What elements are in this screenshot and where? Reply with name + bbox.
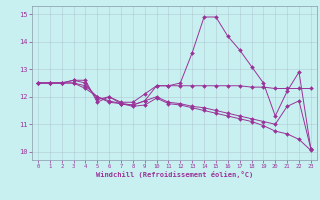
X-axis label: Windchill (Refroidissement éolien,°C): Windchill (Refroidissement éolien,°C) (96, 171, 253, 178)
